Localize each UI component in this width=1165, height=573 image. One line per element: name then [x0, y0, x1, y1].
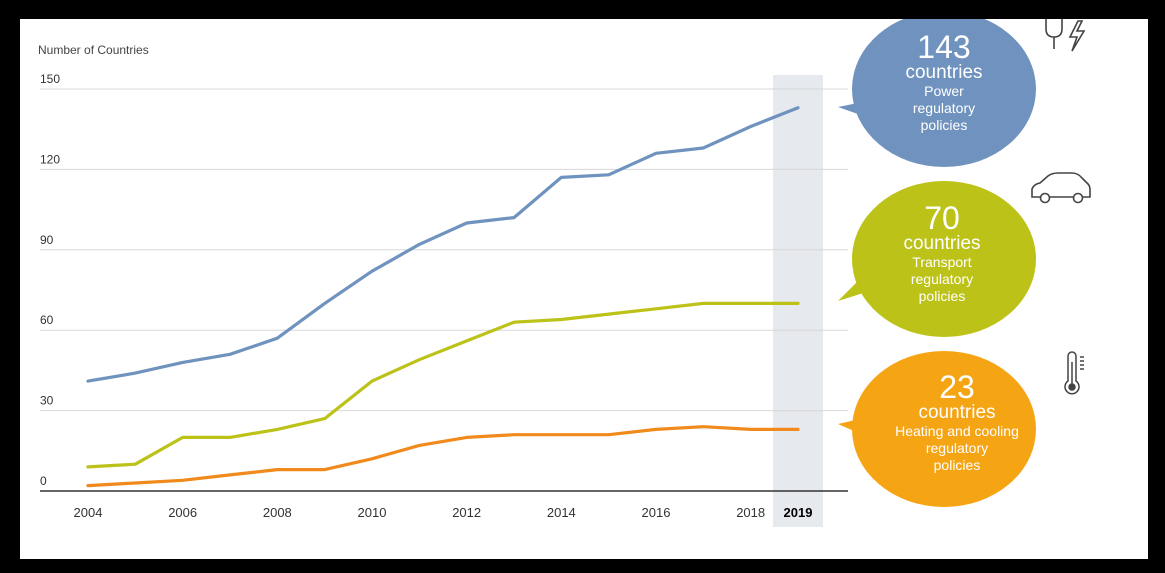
x-tick-label: 2012 — [452, 505, 481, 520]
highlight-column — [773, 75, 823, 527]
callout-bubble — [852, 351, 1036, 507]
chart-frame: 0 30 60 90 120 150 2004 2006 2008 2010 2012 2014 20… — [20, 19, 1148, 559]
callout-desc-line: policies — [918, 288, 966, 304]
gridlines: 0 30 60 90 120 150 — [40, 72, 848, 488]
series-line-transport — [86, 301, 800, 469]
callout-desc-line: regulatory — [925, 440, 989, 456]
series-lines — [86, 106, 800, 488]
callout-bubbles — [838, 19, 1036, 507]
x-tick-label: 2004 — [74, 505, 103, 520]
y-tick-label: 30 — [40, 394, 54, 408]
x-tick-label: 2018 — [736, 505, 765, 520]
callout-icons — [1031, 19, 1091, 395]
y-tick-label: 60 — [40, 313, 54, 327]
x-tick-label: 2010 — [358, 505, 387, 520]
x-tick-label: 2016 — [642, 505, 671, 520]
callout-bubble — [852, 19, 1036, 167]
y-tick-label: 120 — [40, 152, 60, 166]
y-tick-label: 90 — [40, 233, 54, 247]
callout-desc-line: policies — [933, 457, 981, 473]
callout-unit: countries — [918, 402, 996, 423]
series-line-power — [86, 106, 800, 383]
callout-number: 23 — [939, 369, 975, 405]
callout-desc-line: regulatory — [912, 100, 976, 116]
callout-number: 70 — [924, 200, 960, 236]
x-tick-label: 2019 — [784, 505, 813, 520]
x-tick-label: 2014 — [547, 505, 576, 520]
thermometer-icon — [1064, 351, 1084, 395]
callout-desc-line: policies — [920, 117, 968, 133]
x-tick-label: 2008 — [263, 505, 292, 520]
plug-bolt-icon — [1045, 19, 1086, 52]
x-tick-label: 2006 — [168, 505, 197, 520]
callout-desc-line: Power — [924, 83, 964, 99]
y-tick-label: 150 — [40, 72, 60, 86]
axes: 2004 2006 2008 2010 2012 2014 2016 2018 2019 — [40, 490, 848, 520]
callout-desc-line: regulatory — [910, 271, 974, 287]
y-tick-label: 0 — [40, 474, 47, 488]
callout-desc-line: Heating and cooling — [895, 423, 1019, 439]
callout-number: 143 — [917, 29, 971, 65]
callout-heating: 23 countries Heating and cooling regulat… — [872, 371, 1042, 474]
callout-desc-line: Transport — [912, 254, 972, 270]
callout-bubble — [852, 181, 1036, 337]
callout-unit: countries — [903, 233, 981, 254]
callout-unit: countries — [905, 62, 983, 83]
car-icon — [1031, 172, 1091, 204]
callout-transport: 70 countries Transport regulatory polici… — [882, 202, 1002, 305]
callout-power: 143 countries Power regulatory policies — [884, 31, 1004, 134]
series-line-heating — [86, 425, 800, 488]
y-axis-title: Number of Countries — [38, 43, 149, 57]
